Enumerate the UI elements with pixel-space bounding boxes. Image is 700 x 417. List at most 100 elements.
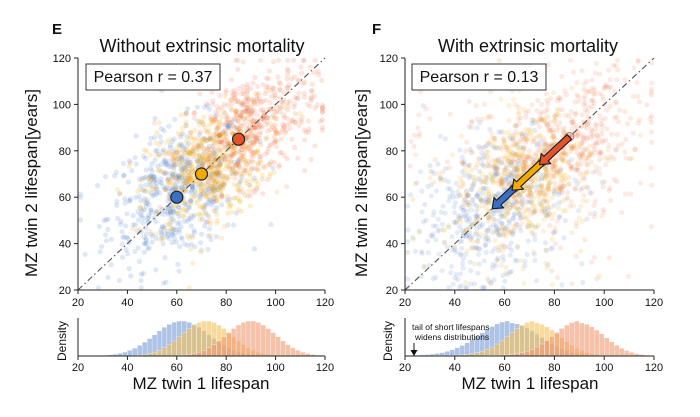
data-point <box>584 78 590 84</box>
data-point <box>482 236 488 242</box>
data-point <box>479 285 485 291</box>
data-point <box>182 183 188 189</box>
data-point <box>506 198 512 204</box>
data-point <box>184 178 190 184</box>
data-point <box>255 160 261 166</box>
data-point <box>568 108 575 115</box>
data-point <box>538 144 545 150</box>
data-point <box>244 135 250 141</box>
data-point <box>188 129 194 136</box>
data-point <box>258 57 264 63</box>
data-point <box>174 210 181 216</box>
data-point <box>501 229 508 236</box>
data-point <box>178 185 184 191</box>
data-point <box>462 213 468 219</box>
data-point <box>521 156 527 162</box>
data-point <box>466 202 472 208</box>
data-point <box>467 259 473 265</box>
data-point <box>580 151 586 157</box>
data-point <box>522 135 528 142</box>
data-point <box>514 173 520 179</box>
data-point <box>574 124 580 131</box>
data-point <box>484 142 490 148</box>
data-point <box>514 151 520 157</box>
data-point <box>172 182 178 188</box>
data-point <box>238 91 245 97</box>
data-point <box>214 178 221 184</box>
data-point <box>532 236 538 243</box>
data-point <box>541 188 547 194</box>
data-point <box>175 204 181 210</box>
data-point <box>517 164 523 170</box>
data-point <box>204 148 210 154</box>
data-point <box>138 271 144 277</box>
data-point <box>179 159 185 165</box>
data-point <box>521 106 527 112</box>
data-point <box>141 241 147 247</box>
data-point <box>209 118 215 124</box>
data-point <box>178 158 184 164</box>
data-point <box>544 172 550 179</box>
data-point <box>483 190 489 196</box>
data-point <box>583 171 589 177</box>
data-point <box>461 207 467 214</box>
data-point <box>273 130 279 136</box>
data-point <box>252 125 258 131</box>
data-point <box>473 231 479 237</box>
data-point <box>278 136 284 142</box>
data-point <box>180 147 186 154</box>
histogram-bar <box>255 322 261 357</box>
data-point <box>582 237 588 243</box>
data-point <box>207 106 213 112</box>
data-point <box>522 160 528 166</box>
data-point <box>209 176 215 182</box>
data-point <box>260 115 266 122</box>
data-point <box>517 211 523 217</box>
data-point <box>580 147 587 153</box>
data-point <box>500 285 506 291</box>
data-point <box>251 117 257 123</box>
data-point <box>464 188 470 194</box>
data-point <box>203 160 209 166</box>
data-point <box>221 137 227 143</box>
data-point <box>221 223 227 229</box>
data-point <box>574 161 580 167</box>
data-point <box>271 159 277 166</box>
data-point <box>549 282 556 288</box>
data-point <box>551 191 557 197</box>
data-point <box>512 192 519 198</box>
data-point <box>518 131 524 137</box>
data-point <box>454 180 460 187</box>
data-point <box>536 124 543 130</box>
data-point <box>545 186 551 193</box>
data-point <box>189 186 195 192</box>
data-point <box>521 210 527 216</box>
data-point <box>184 164 190 171</box>
data-point <box>615 142 621 149</box>
data-point <box>218 131 224 137</box>
data-point <box>569 85 575 91</box>
data-point <box>544 146 551 152</box>
data-point <box>541 116 547 122</box>
data-point <box>164 234 170 240</box>
data-point <box>186 205 192 211</box>
data-point <box>188 223 194 229</box>
data-point <box>219 122 225 128</box>
data-point <box>215 181 221 187</box>
data-point <box>539 205 545 212</box>
data-point <box>240 59 246 65</box>
data-point <box>182 156 189 162</box>
data-point <box>529 179 535 185</box>
data-point <box>477 145 483 151</box>
data-point <box>454 193 460 199</box>
data-point <box>185 169 191 175</box>
data-point <box>218 181 224 187</box>
data-point <box>485 139 492 145</box>
data-point <box>562 151 568 157</box>
data-point <box>485 200 491 206</box>
data-point <box>528 193 535 199</box>
histogram-bar <box>519 324 525 357</box>
data-point <box>200 210 206 217</box>
data-point <box>218 190 224 196</box>
data-point <box>287 125 293 131</box>
